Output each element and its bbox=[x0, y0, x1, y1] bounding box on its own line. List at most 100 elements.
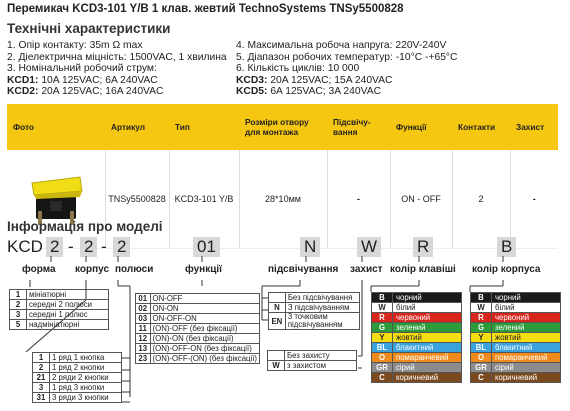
spec-rating: KCD3: 20A 125VAC; 15A 240VAC bbox=[236, 74, 393, 86]
table-row: 1 мініатюрні bbox=[9, 289, 109, 300]
color-swatch: R bbox=[470, 312, 492, 323]
cell-contacts: 2 bbox=[452, 150, 511, 249]
color-swatch: BL bbox=[371, 342, 393, 353]
table-header: Тип bbox=[169, 104, 239, 150]
color-name: помаранчевий bbox=[392, 352, 462, 363]
spec-line: 2. Діелектрична міцність: 1500VAC, 1 хви… bbox=[7, 51, 227, 63]
specs-right: 4. Максимальна робоча напруга: 220V-240V… bbox=[236, 40, 457, 98]
color-swatch: G bbox=[470, 322, 492, 333]
color-swatch: O bbox=[371, 352, 393, 363]
model-heading: Інформація про моделі bbox=[7, 219, 163, 234]
spec-rating: KCD5: 6A 125VAC; 3A 240VAC bbox=[236, 86, 382, 97]
table-header: Розміри отвору для монтажа bbox=[239, 104, 327, 150]
color-swatch: C bbox=[371, 372, 393, 383]
table-row: 31 3 ряди 3 кнопки bbox=[32, 392, 122, 403]
color-swatch: W bbox=[371, 302, 393, 313]
cell-backlight: - bbox=[327, 150, 391, 249]
rocker-switch-image bbox=[28, 169, 84, 229]
table-row: 01 ON-OFF bbox=[135, 293, 261, 304]
table-row: BL блакитний bbox=[371, 342, 462, 353]
color-name: сірий bbox=[491, 362, 561, 373]
model-code-poles: 2 bbox=[113, 237, 131, 257]
label-poles: полюси bbox=[115, 264, 154, 275]
table-row: GR сірий bbox=[371, 362, 462, 373]
table-row: 2 середні 2 полюси bbox=[9, 299, 109, 310]
model-prefix: KCD bbox=[7, 237, 43, 256]
color-name: коричневий bbox=[392, 372, 462, 383]
table-header: Фото bbox=[7, 104, 105, 150]
color-swatch: C bbox=[470, 372, 492, 383]
model-code-form: 2 bbox=[46, 237, 64, 257]
label-functions: функції bbox=[185, 264, 222, 275]
color-name: помаранчевий bbox=[491, 352, 561, 363]
color-swatch: GR bbox=[470, 362, 492, 373]
spec-line: 3. Номінальний робочий струм: bbox=[7, 63, 157, 74]
color-swatch: BL bbox=[470, 342, 492, 353]
table-row: 13 (ON)-OFF-ON (без фіксації) bbox=[135, 343, 261, 354]
label-body-color: колір корпуса bbox=[472, 264, 541, 275]
spec-line: 6. Кількість циклів: 10 000 bbox=[236, 63, 360, 74]
table-header: Функції bbox=[390, 104, 452, 150]
table-row: Без захисту bbox=[267, 350, 357, 361]
cell-size: 28*10мм bbox=[239, 150, 328, 249]
color-name: чорний bbox=[491, 292, 561, 303]
specs-heading: Технічні характеристики bbox=[7, 21, 171, 36]
color-name: білий bbox=[392, 302, 462, 313]
color-name: жовтий bbox=[392, 332, 462, 343]
color-swatch: G bbox=[371, 322, 393, 333]
cell-protection: - bbox=[510, 150, 558, 249]
table-row: 23 (ON)-OFF-(ON) (без фіксації) bbox=[135, 353, 261, 364]
label-key-color: колір клавіші bbox=[390, 264, 456, 275]
model-code-body: 2 bbox=[80, 237, 98, 257]
color-swatch: Y bbox=[470, 332, 492, 343]
model-code-dash: - bbox=[68, 237, 74, 256]
table-header: Захист bbox=[510, 104, 558, 150]
table-header: Артикул bbox=[105, 104, 169, 150]
color-name: зелений bbox=[392, 322, 462, 333]
table-row: 5 надмініатюрні bbox=[9, 319, 109, 330]
table-row: 11 (ON)-OFF (без фіксації) bbox=[135, 323, 261, 334]
cell-function: ON - OFF bbox=[390, 150, 453, 249]
color-name: жовтий bbox=[491, 332, 561, 343]
color-swatch: W bbox=[470, 302, 492, 313]
color-swatch: B bbox=[470, 292, 492, 303]
color-name: зелений bbox=[491, 322, 561, 333]
color-name: чорний bbox=[392, 292, 462, 303]
color-swatch: O bbox=[470, 352, 492, 363]
model-code-body-color: B bbox=[497, 237, 517, 257]
functions-options-table: 01 ON-OFF 02 ON-ON 03 ON-OFF-ON 11 (ON)-OFF … bbox=[135, 293, 261, 364]
color-name: червоний bbox=[491, 312, 561, 323]
color-name: білий bbox=[491, 302, 561, 313]
spec-line: 4. Максимальна робоча напруга: 220V-240V bbox=[236, 40, 447, 51]
label-form: форма bbox=[22, 264, 56, 275]
label-body: корпус bbox=[75, 264, 110, 275]
color-swatch: Y bbox=[371, 332, 393, 343]
table-row: Без підсвічування bbox=[268, 292, 361, 303]
color-name: коричневий bbox=[491, 372, 561, 383]
label-protection: захист bbox=[350, 264, 383, 275]
table-row: EN 3 точковим підсвічуванням bbox=[268, 312, 361, 330]
table-header-row: Фото Артикул Тип Розміри отвору для монт… bbox=[7, 104, 558, 150]
spec-line: 5. Діапазон робочих температур: -10°C -+… bbox=[236, 51, 458, 63]
spec-line: 1. Опір контакту: 35m Ω max bbox=[7, 40, 143, 51]
color-name: сірий bbox=[392, 362, 462, 373]
form-options-table: 1 мініатюрні 2 середні 2 полюси 3 середні 1… bbox=[9, 289, 109, 330]
table-row: BL блакитний bbox=[470, 342, 561, 353]
